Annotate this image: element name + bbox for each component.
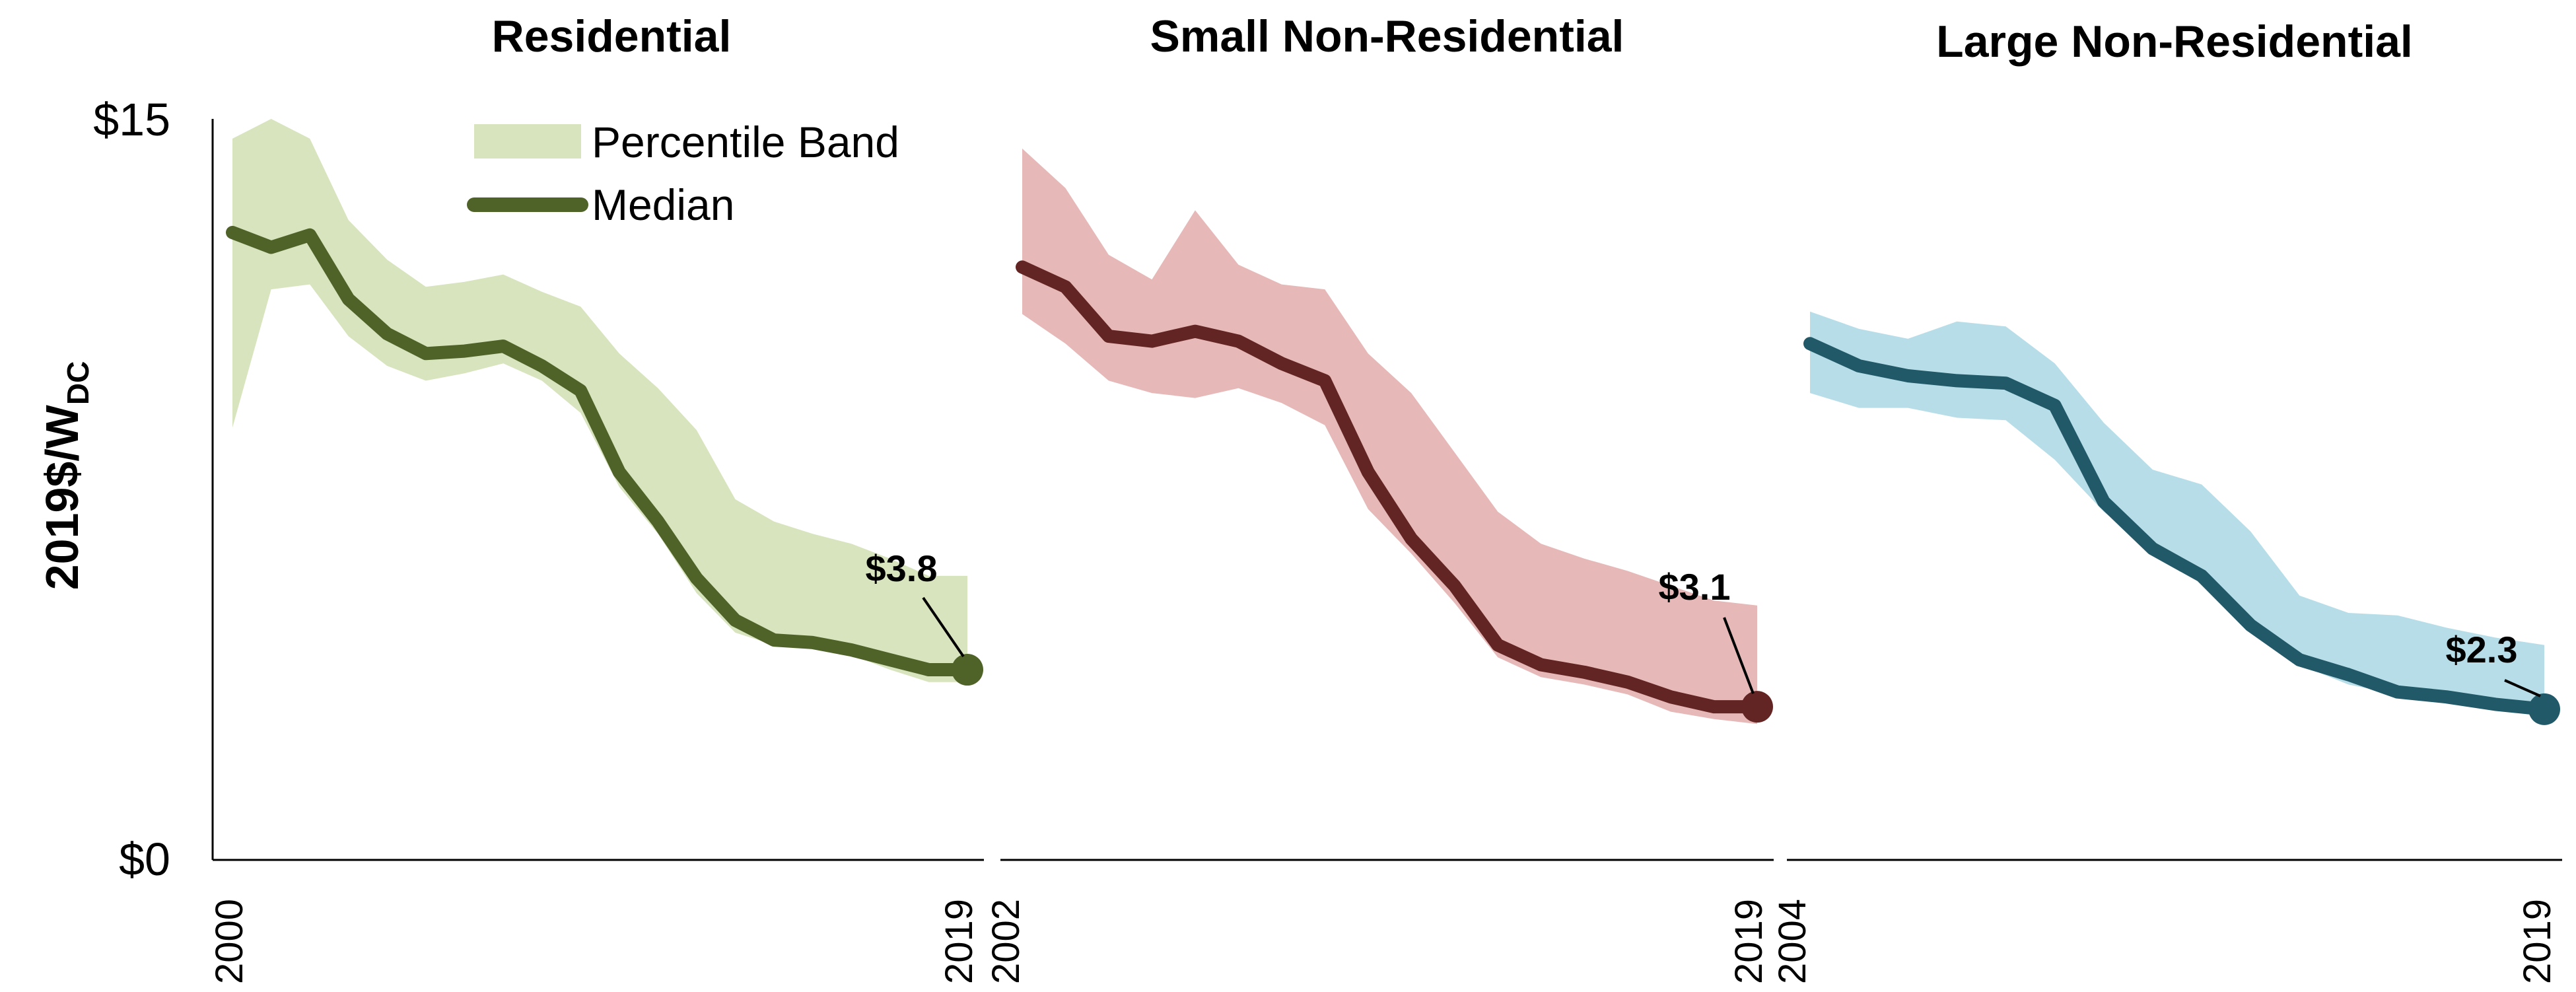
panel-1: Residential $3.8 2000 2019 [208,11,984,984]
median-line [1016,260,1764,714]
x-tick-label-start: 2004 [1771,899,1814,984]
x-tick-label-end: 2019 [1727,899,1770,984]
median-endpoint-marker [952,654,983,686]
y-tick-label-top: $15 [93,94,170,145]
panel-title: Small Non-Residential [1150,11,1624,61]
y-axis-label: 2019$/WDC [36,361,95,590]
y-axis: $15 $0 2019$/WDC [36,94,214,885]
endpoint-value-label: $3.1 [1659,566,1731,608]
callout-leader-line [1723,617,1755,694]
legend-band-label: Percentile Band [592,118,899,166]
percentile-band [1810,311,2544,717]
panel-3: Large Non-Residential $2.3 2004 2019 [1771,17,2562,984]
y-axis-label-subscript: DC [61,361,95,405]
panel-title: Residential [492,11,732,61]
percentile-band [1022,148,1757,725]
legend-band-swatch [474,124,581,159]
y-tick-label-bottom: $0 [119,833,170,885]
x-tick-label-end: 2019 [2516,899,2559,984]
median-line [226,226,974,676]
legend-median-label: Median [592,180,734,229]
x-tick-label-start: 2002 [985,899,1027,984]
callout-leader-line [2504,679,2541,697]
legend: Percentile Band Median [467,118,899,229]
median-endpoint-marker [1741,691,1773,723]
percentile-band [232,119,967,682]
endpoint-value-label: $3.8 [866,548,938,589]
median-endpoint-marker [2528,693,2560,725]
panel-2: Small Non-Residential $3.1 2002 2019 [985,11,1774,984]
x-tick-label-end: 2019 [938,899,981,984]
y-axis-label-main: 2019$/W [36,405,88,590]
median-line [1803,337,2551,716]
callout-leader-line [922,596,965,658]
panel-title: Large Non-Residential [1936,17,2413,67]
endpoint-value-label: $2.3 [2446,629,2518,670]
x-tick-label-start: 2000 [208,899,251,984]
